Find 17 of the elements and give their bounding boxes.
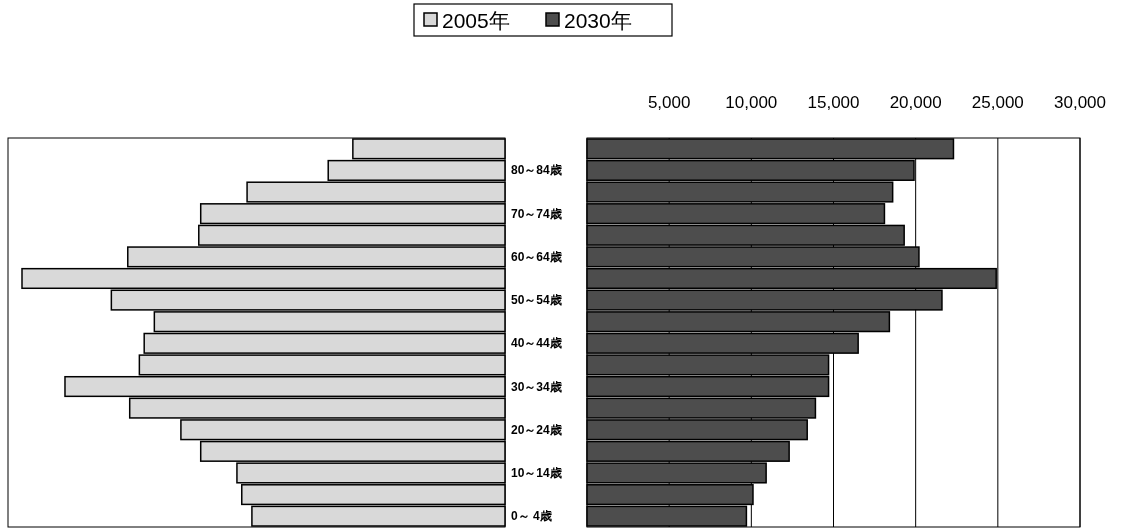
x-tick-label: 10,000: [725, 93, 778, 112]
y-tick-label: 10～14歳: [511, 465, 562, 480]
y-tick-label: 40～44歳: [511, 336, 562, 351]
legend-label: 2005年: [442, 8, 510, 32]
text: 2030年: [564, 8, 632, 32]
y-tick-label: 30～34歳: [511, 379, 562, 394]
y-tick-label: 20～24歳: [511, 422, 562, 437]
x-tick-label: 5,000: [647, 93, 691, 112]
x-tick-label: 30,000: [1054, 93, 1106, 112]
x-tick-label: 20,000: [889, 93, 942, 112]
y-tick-label: 0～ 4歳: [511, 509, 552, 524]
y-tick-label: 50～54歳: [511, 293, 562, 308]
x-tick-label: 25,000: [971, 93, 1024, 112]
y-tick-label: 70～74歳: [511, 206, 562, 221]
x-tick-label: 15,000: [807, 93, 860, 112]
y-tick-label: 60～64歳: [511, 249, 562, 264]
y-tick-label: 80～84歳: [511, 163, 562, 178]
